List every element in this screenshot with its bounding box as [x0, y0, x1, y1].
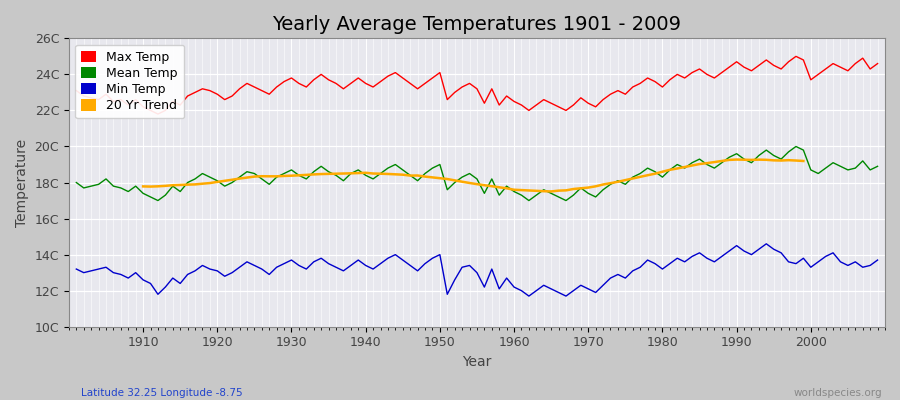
Y-axis label: Temperature: Temperature — [15, 138, 29, 226]
X-axis label: Year: Year — [463, 355, 491, 369]
Legend: Max Temp, Mean Temp, Min Temp, 20 Yr Trend: Max Temp, Mean Temp, Min Temp, 20 Yr Tre… — [76, 44, 184, 118]
Text: Latitude 32.25 Longitude -8.75: Latitude 32.25 Longitude -8.75 — [81, 388, 243, 398]
Title: Yearly Average Temperatures 1901 - 2009: Yearly Average Temperatures 1901 - 2009 — [273, 15, 681, 34]
Text: worldspecies.org: worldspecies.org — [794, 388, 882, 398]
